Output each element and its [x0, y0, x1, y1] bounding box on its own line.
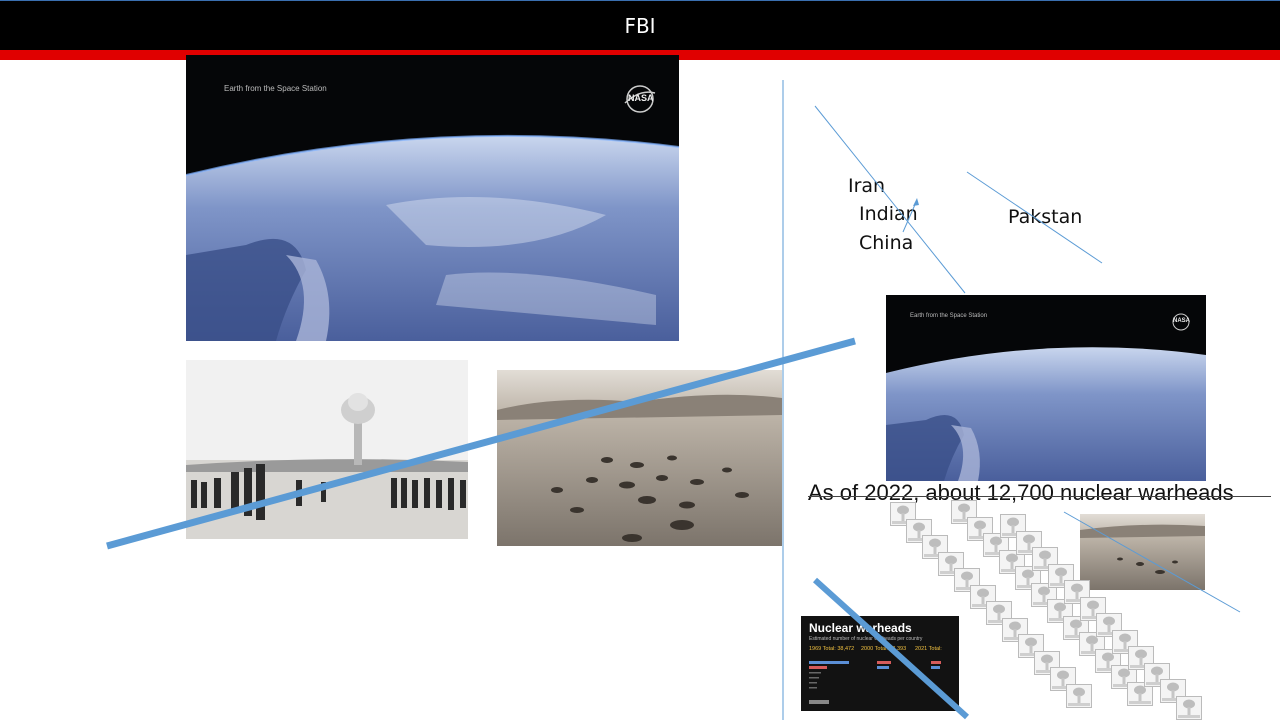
mushroom-cloud-icon — [1144, 662, 1170, 687]
warhead-count-caption: As of 2022, about 12,700 nuclear warhead… — [808, 480, 1234, 505]
mushroom-cloud-icon — [1066, 683, 1092, 708]
mushroom-cloud-icon — [1096, 613, 1122, 637]
label-iran: Iran — [848, 175, 886, 197]
video-overlay-text-small: Earth from the Space Station — [910, 313, 988, 319]
nasa-logo-icon: NASA — [623, 85, 657, 113]
caption-strikethrough — [808, 496, 1271, 497]
earth-from-space-image[interactable]: Earth from the Space Station NASA — [186, 55, 679, 341]
video-overlay-text: Earth from the Space Station — [224, 84, 327, 93]
nasa-logo-text-small: NASA — [1173, 318, 1191, 324]
mushroom-cloud-icon — [1127, 681, 1153, 706]
nuclear-warheads-chart-thumbnail[interactable]: Nuclear warheads Estimated number of nuc… — [801, 616, 959, 711]
nuclear-test-photo[interactable] — [186, 360, 468, 539]
nasa-logo-icon-small: NASA — [1170, 313, 1192, 331]
mushroom-cloud-icon — [1176, 695, 1202, 720]
label-china: China — [859, 232, 914, 254]
arrow-line-iran — [814, 105, 966, 294]
crater-field-photo[interactable] — [497, 370, 782, 546]
label-indian: Indian — [859, 203, 918, 225]
earth-from-space-image-small[interactable]: Earth from the Space Station NASA — [886, 295, 1206, 481]
slide-title: FBI — [624, 14, 656, 38]
crater-field-thumbnail[interactable] — [1080, 514, 1205, 590]
nasa-logo-text: NASA — [628, 93, 654, 103]
slide-title-bar: FBI — [0, 0, 1280, 50]
label-pakistan: Pakstan — [1008, 206, 1083, 228]
